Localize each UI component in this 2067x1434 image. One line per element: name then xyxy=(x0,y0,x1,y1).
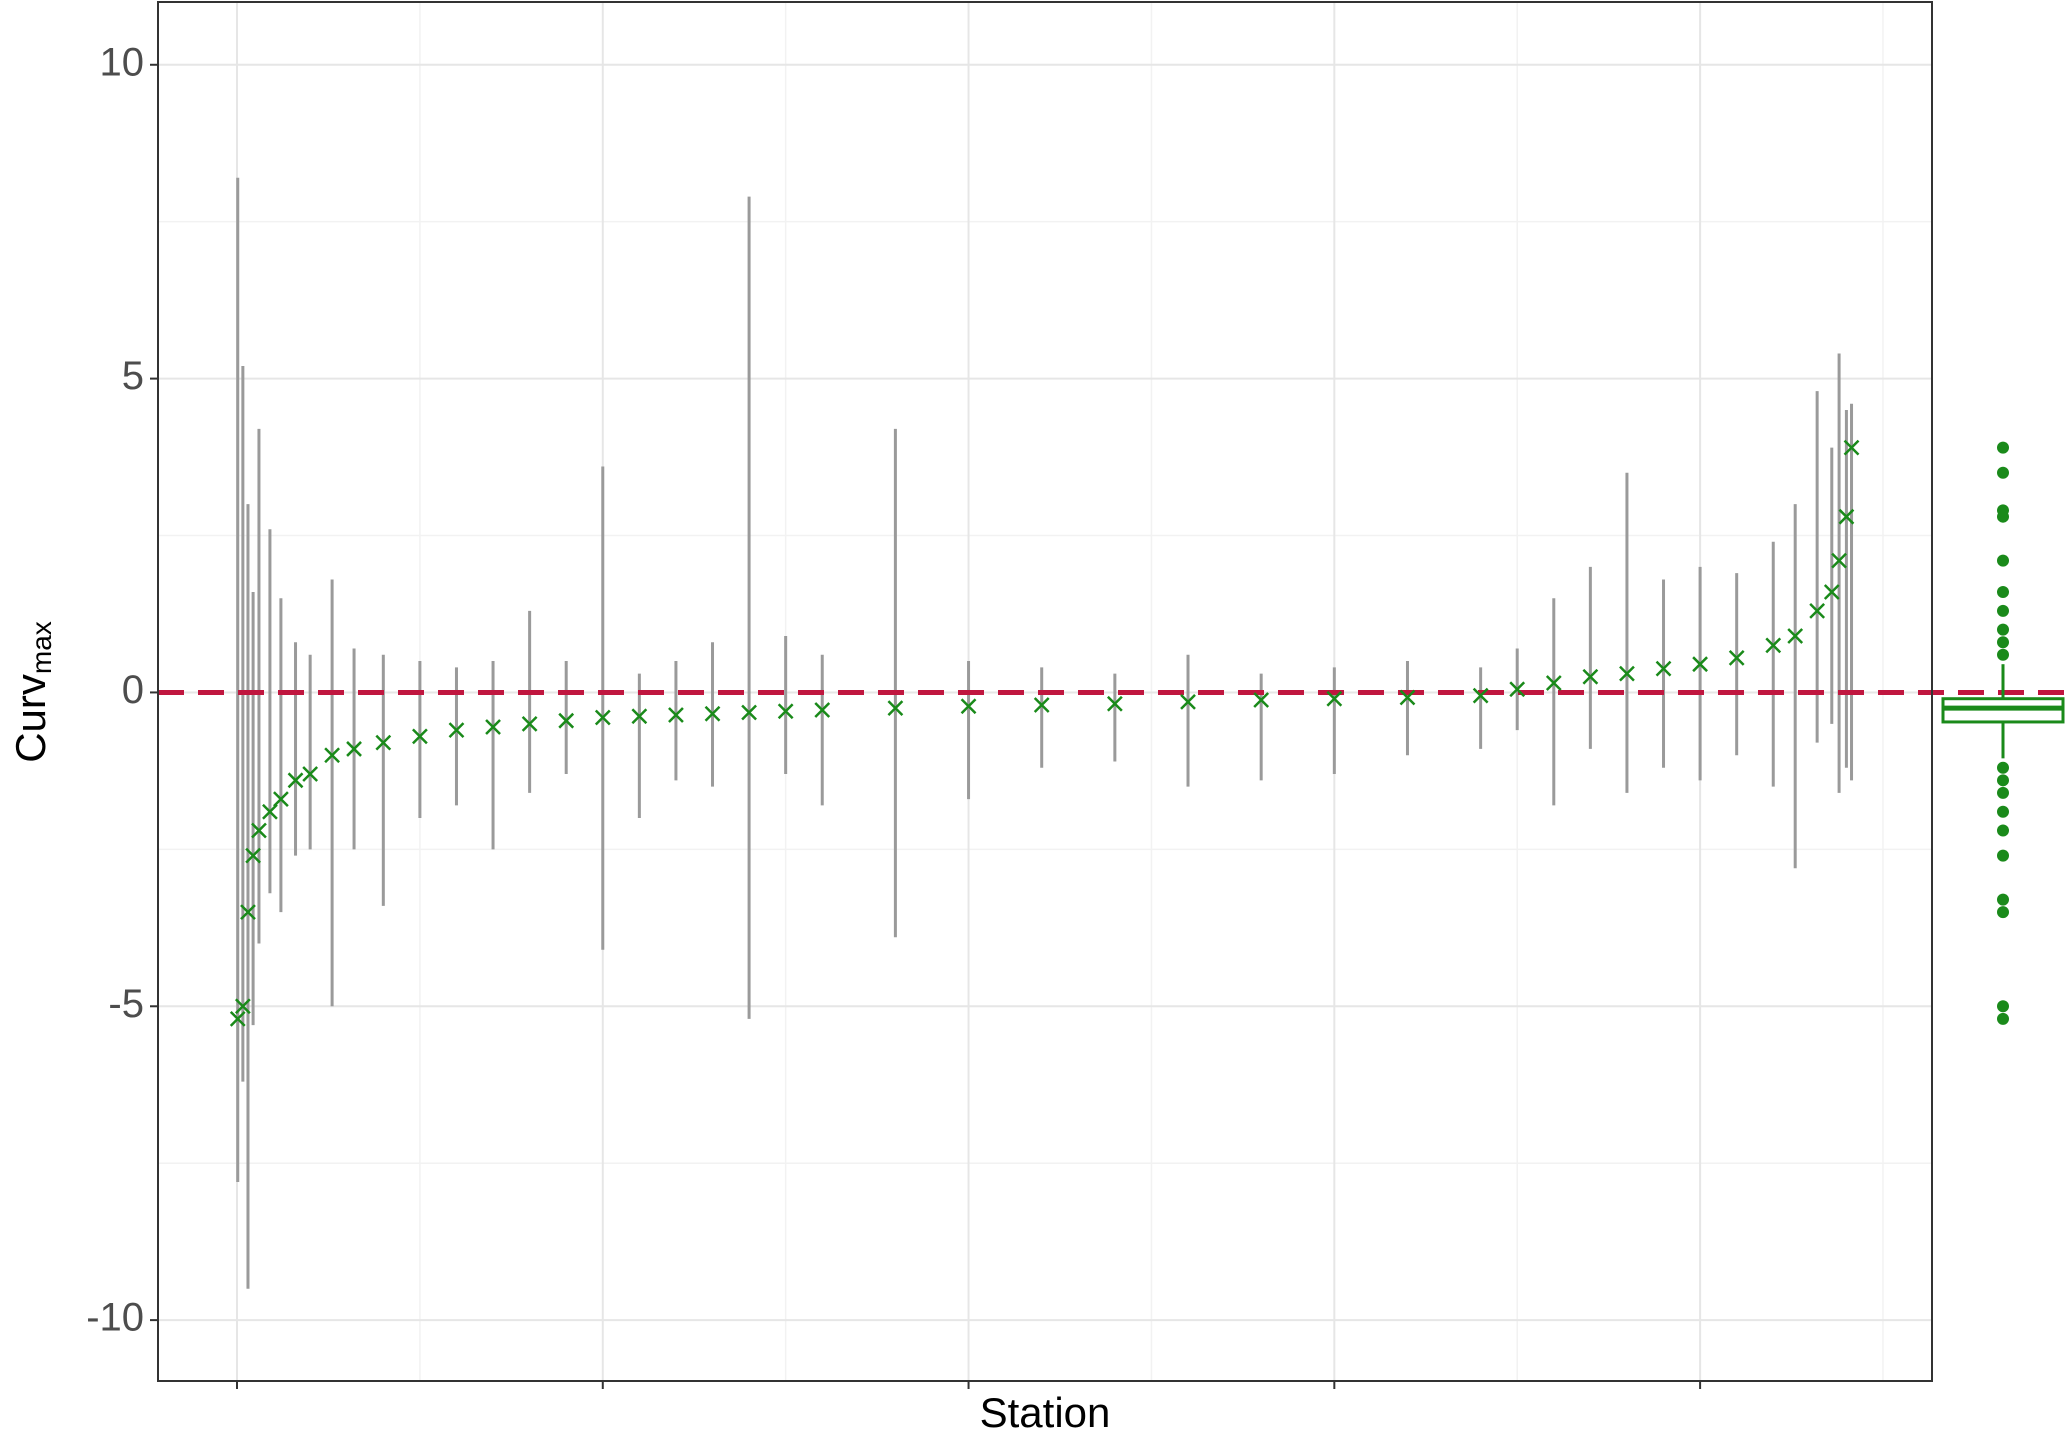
y-axis-title-sub: max xyxy=(26,621,57,674)
median-marker xyxy=(240,904,256,921)
median-marker xyxy=(1106,695,1123,712)
median-marker xyxy=(1831,552,1847,569)
median-marker xyxy=(1472,687,1489,704)
y-axis-title: Curvmax xyxy=(7,621,57,763)
median-marker xyxy=(485,719,501,735)
median-marker xyxy=(234,998,251,1015)
median-marker xyxy=(1692,656,1708,673)
median-marker xyxy=(412,728,428,745)
median-marker xyxy=(1545,675,1562,691)
median-marker xyxy=(1582,668,1599,685)
summary-outlier xyxy=(1997,586,2009,599)
summary-outlier xyxy=(1997,906,2009,919)
median-marker xyxy=(814,702,831,718)
median-marker xyxy=(594,709,611,726)
y-tick-label: -5 xyxy=(108,982,144,1026)
median-marker xyxy=(558,712,575,729)
median-marker xyxy=(1843,439,1860,456)
median-marker xyxy=(448,722,465,738)
y-tick-label: 10 xyxy=(100,40,145,84)
median-marker xyxy=(960,698,977,715)
median-marker xyxy=(375,734,392,751)
median-marker xyxy=(1787,628,1804,644)
x-axis-title: Station xyxy=(980,1389,1111,1434)
summary-outlier xyxy=(1997,441,2009,454)
y-tick-label: 0 xyxy=(122,668,144,712)
summary-outlier xyxy=(1997,1000,2009,1013)
median-marker xyxy=(251,822,267,839)
median-marker xyxy=(1399,689,1416,706)
median-marker xyxy=(1809,602,1826,619)
median-marker xyxy=(1253,692,1270,708)
median-marker xyxy=(1619,665,1635,682)
y-tick-label: -10 xyxy=(86,1296,144,1340)
median-marker xyxy=(1838,508,1855,525)
panel-border xyxy=(157,1,1933,1382)
summary-outlier xyxy=(1997,636,2009,649)
y-tick-label: 5 xyxy=(122,354,144,398)
median-marker xyxy=(1823,584,1840,600)
median-marker xyxy=(1655,660,1672,677)
summary-outlier xyxy=(1997,648,2009,661)
summary-outlier xyxy=(1997,786,2009,799)
median-marker xyxy=(1033,697,1050,713)
summary-outlier xyxy=(1997,824,2009,837)
summary-outlier xyxy=(1997,1012,2009,1025)
median-marker xyxy=(245,847,261,864)
median-marker xyxy=(287,772,304,789)
median-marker xyxy=(741,704,757,721)
median-marker xyxy=(262,803,278,820)
summary-outlier xyxy=(1997,510,2009,523)
median-marker xyxy=(668,707,684,723)
median-marker xyxy=(1509,681,1526,698)
summary-outlier xyxy=(1997,849,2009,862)
median-marker xyxy=(521,715,538,732)
summary-outlier xyxy=(1997,623,2009,636)
median-marker xyxy=(1765,637,1782,654)
median-marker xyxy=(273,791,289,808)
y-axis-title-main: Curv xyxy=(7,674,54,763)
median-marker xyxy=(324,747,340,764)
summary-outlier xyxy=(1997,805,2009,818)
summary-outlier xyxy=(1997,466,2009,479)
median-marker xyxy=(302,766,319,782)
median-marker xyxy=(1728,650,1745,666)
summary-outlier xyxy=(1997,554,2009,567)
summary-outlier xyxy=(1997,604,2009,617)
median-marker xyxy=(631,708,648,725)
median-marker xyxy=(704,705,721,722)
median-marker xyxy=(777,703,794,720)
median-marker xyxy=(887,700,904,717)
summary-outlier xyxy=(1997,761,2009,774)
summary-outlier xyxy=(1997,774,2009,787)
median-marker xyxy=(1326,690,1343,707)
summary-outlier xyxy=(1997,893,2009,906)
median-marker xyxy=(346,741,362,757)
median-marker xyxy=(229,1010,246,1027)
median-marker xyxy=(1180,693,1196,710)
